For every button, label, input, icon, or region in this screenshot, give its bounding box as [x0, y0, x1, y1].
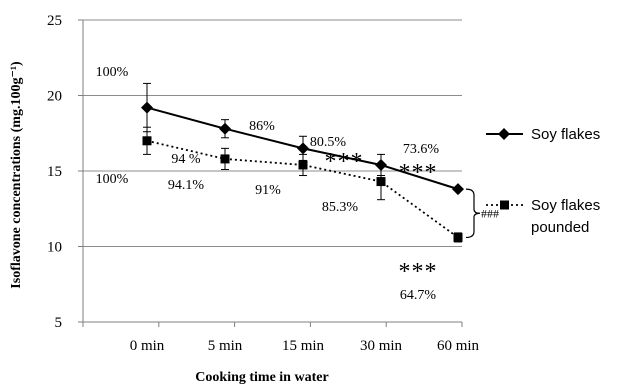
- legend-label-soy-flakes-pounded: Soy flakes pounded: [531, 197, 600, 236]
- y-tick-label: 25: [47, 13, 62, 29]
- series-layer: [141, 82, 464, 243]
- data-point-square: [298, 160, 308, 170]
- data-point-square: [376, 177, 386, 187]
- data-point-diamond: [219, 122, 231, 135]
- data-point-diamond: [141, 101, 153, 114]
- x-tick-label: 60 min: [437, 338, 480, 354]
- x-tick-label: 0 min: [130, 338, 165, 354]
- data-point-square: [220, 154, 230, 164]
- legend: Soy flakes Soy flakes pounded: [486, 126, 600, 236]
- label-layer: 100% 94 % 86% 80.5% 73.6% 100% 94.1% 91% 85.3% 64…: [96, 65, 499, 303]
- data-label: 73.6%: [403, 142, 440, 157]
- significance-bracket: [465, 188, 481, 239]
- data-point-square: [142, 136, 152, 146]
- legend-label-soy-flakes: Soy flakes: [531, 126, 600, 143]
- y-tick-label: 15: [47, 164, 62, 180]
- data-label: 94.1%: [168, 178, 205, 193]
- data-label: 85.3%: [322, 200, 359, 215]
- data-label: 94 %: [171, 152, 201, 167]
- data-label: 86%: [249, 119, 275, 134]
- x-axis-title: Cooking time in water: [195, 370, 328, 384]
- data-point-diamond: [297, 142, 309, 155]
- y-tick-label: 5: [55, 315, 63, 331]
- data-label: 80.5%: [310, 135, 347, 150]
- data-point-square: [453, 232, 463, 242]
- legend-marker-diamond: [498, 128, 510, 140]
- y-tick-label: 20: [47, 89, 62, 105]
- data-label: 100%: [96, 172, 129, 187]
- data-label: 100%: [96, 65, 129, 80]
- significance-marker: ***: [325, 149, 364, 175]
- data-point-diamond: [452, 183, 464, 196]
- data-label: 91%: [255, 183, 281, 198]
- data-label: 64.7%: [400, 288, 437, 303]
- x-tick-label: 5 min: [208, 338, 243, 354]
- legend-marker-square: [500, 200, 509, 210]
- axis-layer: 5 10 15 20 25 0 min 5 min 15 min 30 min 60 min: [47, 13, 480, 354]
- y-tick-label: 10: [47, 240, 62, 256]
- x-tick-label: 15 min: [282, 338, 325, 354]
- significance-marker: ***: [399, 160, 438, 186]
- y-axis-title: Isoflavone concentrations (mg.100g⁻¹): [9, 61, 24, 289]
- bracket-annotation: ###: [481, 206, 499, 220]
- significance-marker: ***: [399, 259, 438, 285]
- x-tick-label: 30 min: [360, 338, 403, 354]
